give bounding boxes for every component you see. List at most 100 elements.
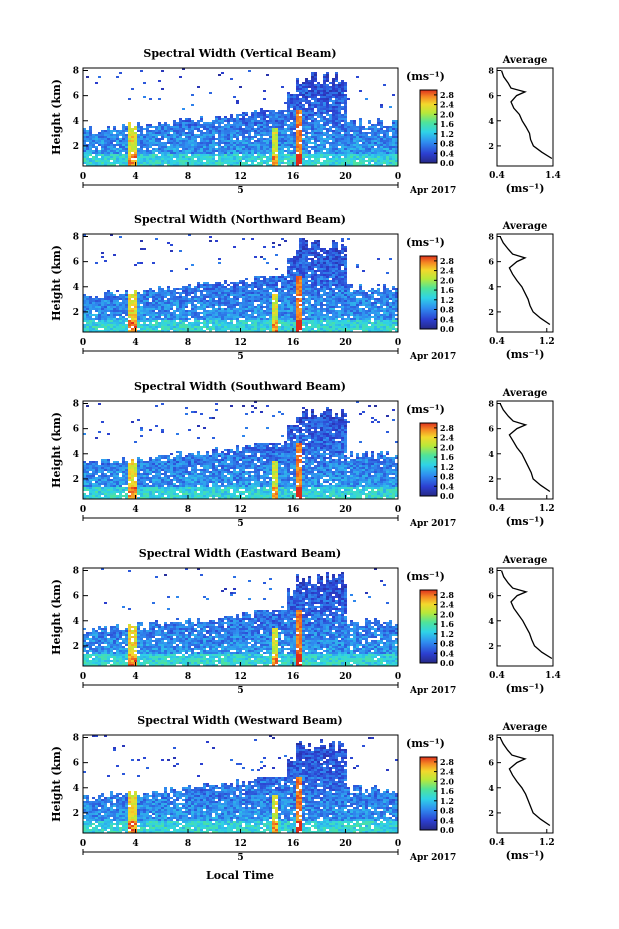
colorbar-tick-label: 2.8: [440, 590, 454, 600]
chart-title: Spectral Width (Southward Beam): [134, 380, 346, 393]
average-y-tick-label: 2: [488, 141, 494, 151]
average-x-tick-label: 1.2: [539, 504, 555, 514]
x-tick-label: 4: [132, 172, 138, 182]
y-tick-label: 6: [73, 759, 79, 769]
heatmap-cells: [83, 568, 398, 666]
x-tick-label: 4: [132, 839, 138, 849]
average-profile-line: [499, 403, 551, 493]
colorbar-frame: [419, 255, 438, 330]
average-x-tick-label: 0.4: [489, 671, 505, 681]
average-y-tick-label: 2: [488, 808, 494, 818]
colorbar-tick-label: 2.0: [440, 109, 454, 119]
colorbar-tick-label: 2.8: [440, 256, 454, 266]
colorbar-tick-label: 1.2: [440, 796, 454, 806]
x-tick-label: 4: [132, 672, 138, 682]
average-x-label: (ms⁻¹): [506, 182, 545, 195]
average-x-tick-label: 1.4: [545, 671, 561, 681]
x-tick-label: 12: [234, 338, 247, 348]
colorbar-tick-label: 0.8: [440, 639, 454, 649]
x-tick-label: 4: [132, 505, 138, 515]
y-tick-label: 6: [73, 592, 79, 602]
y-axis-label: Height (km): [50, 412, 63, 488]
colorbar-gradient: [420, 757, 437, 831]
y-tick-label: 4: [73, 617, 79, 627]
date-label: Apr 2017: [409, 686, 456, 696]
x-tick-label: 16: [287, 839, 300, 849]
average-frame: [496, 67, 554, 167]
panel-1: Spectral Width (Vertical Beam) Height (km…: [50, 47, 561, 196]
colorbar-tick-label: 0.0: [440, 491, 454, 501]
y-tick-label: 6: [73, 258, 79, 268]
average-x-tick-label: 1.4: [545, 171, 561, 181]
colorbar-tick-label: 2.8: [440, 90, 454, 100]
colorbar-gradient: [420, 590, 437, 664]
day-tick-label: 5: [237, 853, 243, 863]
colorbar-tick-label: 2.4: [440, 433, 454, 443]
x-tick-label: 20: [339, 172, 352, 182]
y-tick-label: 2: [73, 809, 79, 819]
panel-2: Spectral Width (Northward Beam) Height (k…: [50, 213, 555, 362]
colorbar-unit: (ms⁻¹): [406, 403, 445, 416]
average-x-tick-label: 1.2: [539, 838, 555, 848]
colorbar-unit: (ms⁻¹): [406, 236, 445, 249]
average-x-label: (ms⁻¹): [506, 849, 545, 862]
heatmap-cells: [83, 735, 398, 833]
x-tick-label: 0: [395, 338, 401, 348]
colorbar-tick-label: 0.0: [440, 658, 454, 668]
average-frame: [496, 734, 554, 834]
colorbar-frame: [419, 589, 438, 664]
average-frame: [496, 400, 554, 500]
x-tick-label: 0: [395, 505, 401, 515]
colorbar-tick-label: 1.6: [440, 285, 454, 295]
average-x-tick-label: 0.4: [489, 504, 505, 514]
average-x-tick-label: 1.2: [539, 337, 555, 347]
average-frame: [496, 233, 554, 333]
y-tick-label: 8: [73, 400, 79, 410]
x-tick-label: 12: [234, 172, 247, 182]
average-x-tick-label: 0.4: [489, 337, 505, 347]
average-y-tick-label: 6: [488, 591, 494, 601]
y-tick-label: 4: [73, 283, 79, 293]
date-label: Apr 2017: [409, 853, 456, 863]
y-tick-label: 4: [73, 117, 79, 127]
average-y-tick-label: 8: [488, 66, 494, 76]
date-label: Apr 2017: [409, 352, 456, 362]
x-tick-label: 8: [185, 505, 191, 515]
colorbar-tick-label: 0.8: [440, 139, 454, 149]
y-tick-label: 8: [73, 734, 79, 744]
colorbar-tick-label: 0.8: [440, 472, 454, 482]
colorbar-tick-label: 1.6: [440, 786, 454, 796]
colorbar-tick-label: 2.4: [440, 100, 454, 110]
x-tick-label: 16: [287, 172, 300, 182]
x-tick-label: 16: [287, 338, 300, 348]
y-tick-label: 8: [73, 567, 79, 577]
average-x-label: (ms⁻¹): [506, 515, 545, 528]
average-y-tick-label: 2: [488, 641, 494, 651]
average-profile-line: [500, 570, 553, 660]
y-axis-label: Height (km): [50, 579, 63, 655]
heatmap-cells: [83, 234, 398, 332]
average-y-tick-label: 6: [488, 257, 494, 267]
x-tick-label: 8: [185, 338, 191, 348]
colorbar-tick-label: 0.4: [440, 314, 454, 324]
average-y-tick-label: 4: [488, 616, 494, 626]
x-tick-label: 16: [287, 505, 300, 515]
colorbar-unit: (ms⁻¹): [406, 70, 445, 83]
x-tick-label: 0: [80, 505, 86, 515]
day-tick-label: 5: [237, 352, 243, 362]
y-tick-label: 2: [73, 642, 79, 652]
x-tick-label: 0: [80, 839, 86, 849]
average-y-tick-label: 2: [488, 474, 494, 484]
y-tick-label: 2: [73, 475, 79, 485]
y-tick-label: 6: [73, 92, 79, 102]
y-tick-label: 2: [73, 308, 79, 318]
average-y-tick-label: 8: [488, 232, 494, 242]
colorbar-frame: [419, 422, 438, 497]
x-tick-label: 20: [339, 672, 352, 682]
colorbar-tick-label: 0.0: [440, 825, 454, 835]
y-axis-label: Height (km): [50, 245, 63, 321]
colorbar-tick-label: 0.8: [440, 806, 454, 816]
date-label: Apr 2017: [409, 519, 456, 529]
heatmap-cells: [83, 401, 398, 499]
